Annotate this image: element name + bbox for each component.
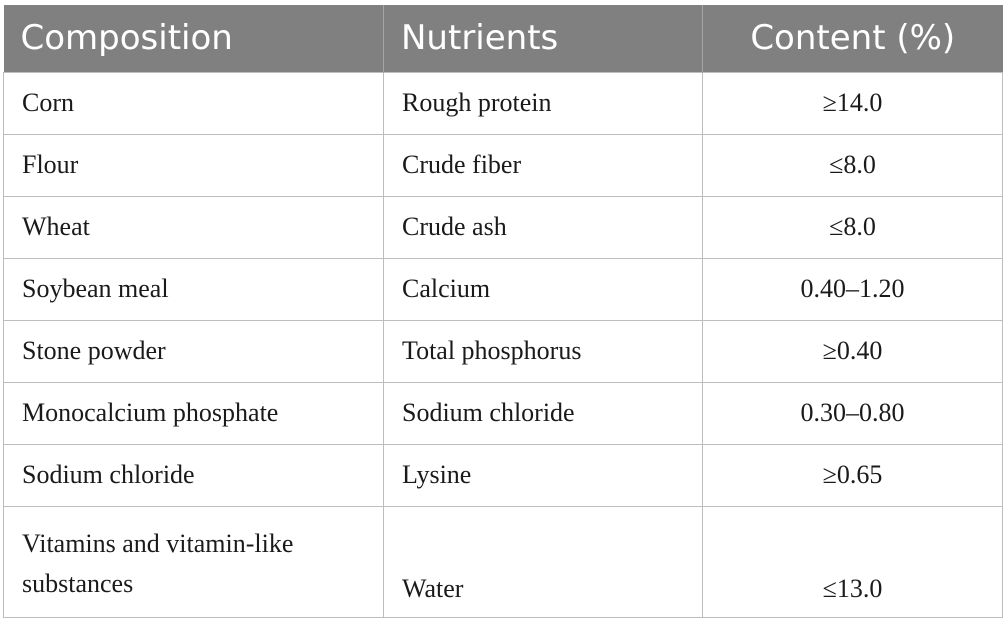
content-cell: ≥14.0: [702, 71, 1003, 134]
header-nutrients: Nutrients: [383, 5, 703, 72]
composition-cell: Monocalcium phosphate: [3, 381, 384, 444]
content-cell: ≥0.40: [702, 319, 1003, 382]
table-row: Flour Crude fiber ≤8.0: [3, 133, 1003, 196]
table-row: Sodium chloride Lysine ≥0.65: [3, 443, 1003, 506]
nutrient-table: Composition Nutrients Content (%) Corn R…: [3, 5, 1003, 618]
content-cell: ≥0.65: [702, 443, 1003, 506]
nutrient-cell: Water: [383, 505, 703, 618]
composition-cell: Corn: [3, 71, 384, 134]
content-cell: ≤8.0: [702, 195, 1003, 258]
content-cell: 0.30–0.80: [702, 381, 1003, 444]
content-cell: 0.40–1.20: [702, 257, 1003, 320]
content-cell: ≤8.0: [702, 133, 1003, 196]
nutrient-cell: Rough protein: [383, 71, 703, 134]
table-row: Corn Rough protein ≥14.0: [3, 71, 1003, 134]
header-row: Composition Nutrients Content (%): [3, 5, 1003, 72]
table-row: Wheat Crude ash ≤8.0: [3, 195, 1003, 258]
content-cell: ≤13.0: [702, 505, 1003, 618]
table-row: Vitamins and vitamin-like substances Wat…: [3, 505, 1003, 618]
nutrient-cell: Lysine: [383, 443, 703, 506]
composition-cell: Wheat: [3, 195, 384, 258]
table-row: Stone powder Total phosphorus ≥0.40: [3, 319, 1003, 382]
composition-cell: Stone powder: [3, 319, 384, 382]
table-row: Soybean meal Calcium 0.40–1.20: [3, 257, 1003, 320]
nutrient-cell: Crude ash: [383, 195, 703, 258]
header-content: Content (%): [702, 5, 1003, 72]
nutrient-cell: Total phosphorus: [383, 319, 703, 382]
composition-cell: Flour: [3, 133, 384, 196]
nutrient-cell: Sodium chloride: [383, 381, 703, 444]
nutrient-cell: Crude fiber: [383, 133, 703, 196]
composition-cell: Vitamins and vitamin-like substances: [3, 505, 384, 618]
composition-cell: Soybean meal: [3, 257, 384, 320]
composition-cell: Sodium chloride: [3, 443, 384, 506]
header-composition: Composition: [3, 5, 384, 72]
table-row: Monocalcium phosphate Sodium chloride 0.…: [3, 381, 1003, 444]
nutrient-cell: Calcium: [383, 257, 703, 320]
